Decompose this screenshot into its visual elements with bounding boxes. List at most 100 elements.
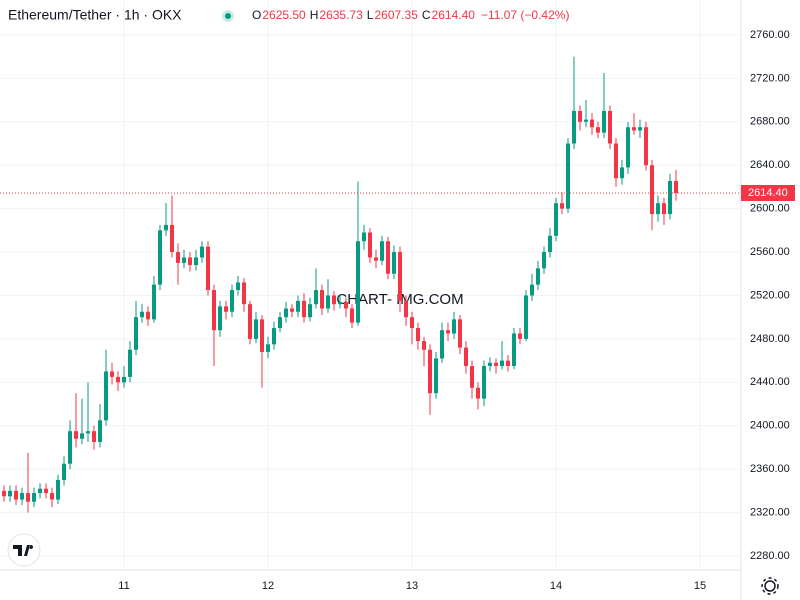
candle-body	[272, 328, 277, 345]
candle-body	[134, 317, 139, 350]
candle-body	[152, 284, 157, 320]
candle-body	[397, 252, 402, 301]
candle-body	[116, 376, 121, 383]
candle-body	[260, 319, 265, 352]
candle-body	[583, 119, 588, 122]
candle-body	[391, 252, 396, 274]
candle-body	[607, 110, 612, 144]
candle-body	[631, 127, 636, 131]
candle-body	[601, 110, 606, 133]
y-tick-label: 2720.00	[750, 72, 790, 84]
candle-body	[206, 246, 211, 291]
candle-body	[176, 252, 181, 263]
candle-body	[619, 167, 624, 179]
gear-teeth[interactable]	[761, 577, 779, 595]
candle-body	[475, 387, 480, 399]
y-tick-label: 2400.00	[750, 420, 790, 432]
candle-body	[98, 420, 103, 443]
candle-body	[433, 358, 438, 394]
candle-body	[511, 333, 516, 367]
candle-body	[529, 284, 534, 296]
gear[interactable]	[764, 580, 776, 592]
candle-body	[439, 330, 444, 359]
candle-body	[44, 488, 49, 494]
last-price-tag	[741, 185, 795, 202]
candle-body	[170, 224, 175, 253]
candle-body	[553, 203, 558, 236]
candle-body	[158, 230, 163, 285]
candle-body	[637, 127, 642, 131]
candle-body	[547, 235, 552, 253]
candle-body	[523, 295, 528, 339]
candle-body	[589, 119, 594, 128]
y-tick-label: 2680.00	[750, 116, 790, 128]
x-tick-label: 12	[262, 580, 274, 592]
candle-body	[254, 319, 259, 339]
header: Ethereum/Tether · 1h · OKX O 2625.50 H 2635…	[8, 7, 569, 23]
ohlc-label: C	[422, 8, 431, 22]
candle-body	[212, 290, 217, 331]
candle-body	[110, 371, 115, 377]
candle-body	[338, 301, 343, 305]
candle-body	[62, 463, 67, 481]
candle-body	[457, 319, 462, 348]
candle-body	[2, 490, 7, 497]
candle-body	[427, 349, 432, 394]
y-tick-label: 2640.00	[750, 159, 790, 171]
candle-body	[140, 311, 145, 318]
y-tick-label: 2600.00	[750, 203, 790, 215]
candle-body	[128, 349, 133, 377]
candle-body	[218, 306, 223, 331]
ohlc-value: 2625.50	[262, 8, 306, 22]
candle-body	[667, 180, 672, 215]
status-icon-dot	[225, 13, 231, 19]
candle-body	[595, 127, 600, 133]
candle-body	[164, 224, 169, 231]
candle-body	[200, 246, 205, 258]
settings-icon[interactable]	[761, 577, 779, 595]
candle-body	[236, 282, 241, 291]
y-tick-label: 2320.00	[750, 506, 790, 518]
candle-body	[50, 493, 55, 500]
candle-body	[146, 311, 151, 320]
y-tick-label: 2280.00	[750, 550, 790, 562]
ohlc-label: H	[310, 8, 319, 22]
candle-body	[661, 203, 666, 215]
candle-body	[278, 317, 283, 329]
candle-body	[86, 431, 91, 434]
ohlc-value: 2635.73	[319, 8, 363, 22]
candle-body	[559, 203, 564, 209]
candle-body	[14, 490, 19, 500]
axes: 2280.00 2320.00 2360.00 2400.00 2440.00 2480.…	[118, 29, 795, 592]
candle-body	[8, 490, 13, 497]
candle-body	[296, 300, 301, 312]
candle-body	[385, 241, 390, 274]
candle-body	[308, 304, 313, 318]
candle-body	[182, 257, 187, 263]
candle-body	[302, 300, 307, 318]
candle-body	[224, 306, 229, 312]
x-tick-label: 14	[550, 580, 562, 592]
candle-body	[20, 493, 25, 500]
y-tick-label: 2480.00	[750, 333, 790, 345]
candle-body	[38, 488, 43, 494]
candle-body	[350, 308, 355, 323]
ohlc-value: 2614.40	[432, 8, 476, 22]
y-tick-label: 2360.00	[750, 463, 790, 475]
candle-body	[80, 433, 85, 439]
candle-body	[517, 333, 522, 339]
candle-body	[673, 180, 678, 194]
candle-body	[284, 308, 289, 318]
candle-body	[242, 282, 247, 305]
candle-body	[104, 371, 109, 421]
candle-body	[379, 241, 384, 261]
y-tick-label: 2560.00	[750, 246, 790, 258]
candle-body	[26, 493, 31, 502]
candle-body	[415, 328, 420, 342]
candle-body	[493, 362, 498, 367]
candle-body	[68, 431, 73, 464]
candle-body	[122, 376, 127, 383]
candle-body	[373, 257, 378, 261]
ohlc-value: 2607.35	[374, 8, 418, 22]
ohlc-label: L	[367, 8, 374, 22]
